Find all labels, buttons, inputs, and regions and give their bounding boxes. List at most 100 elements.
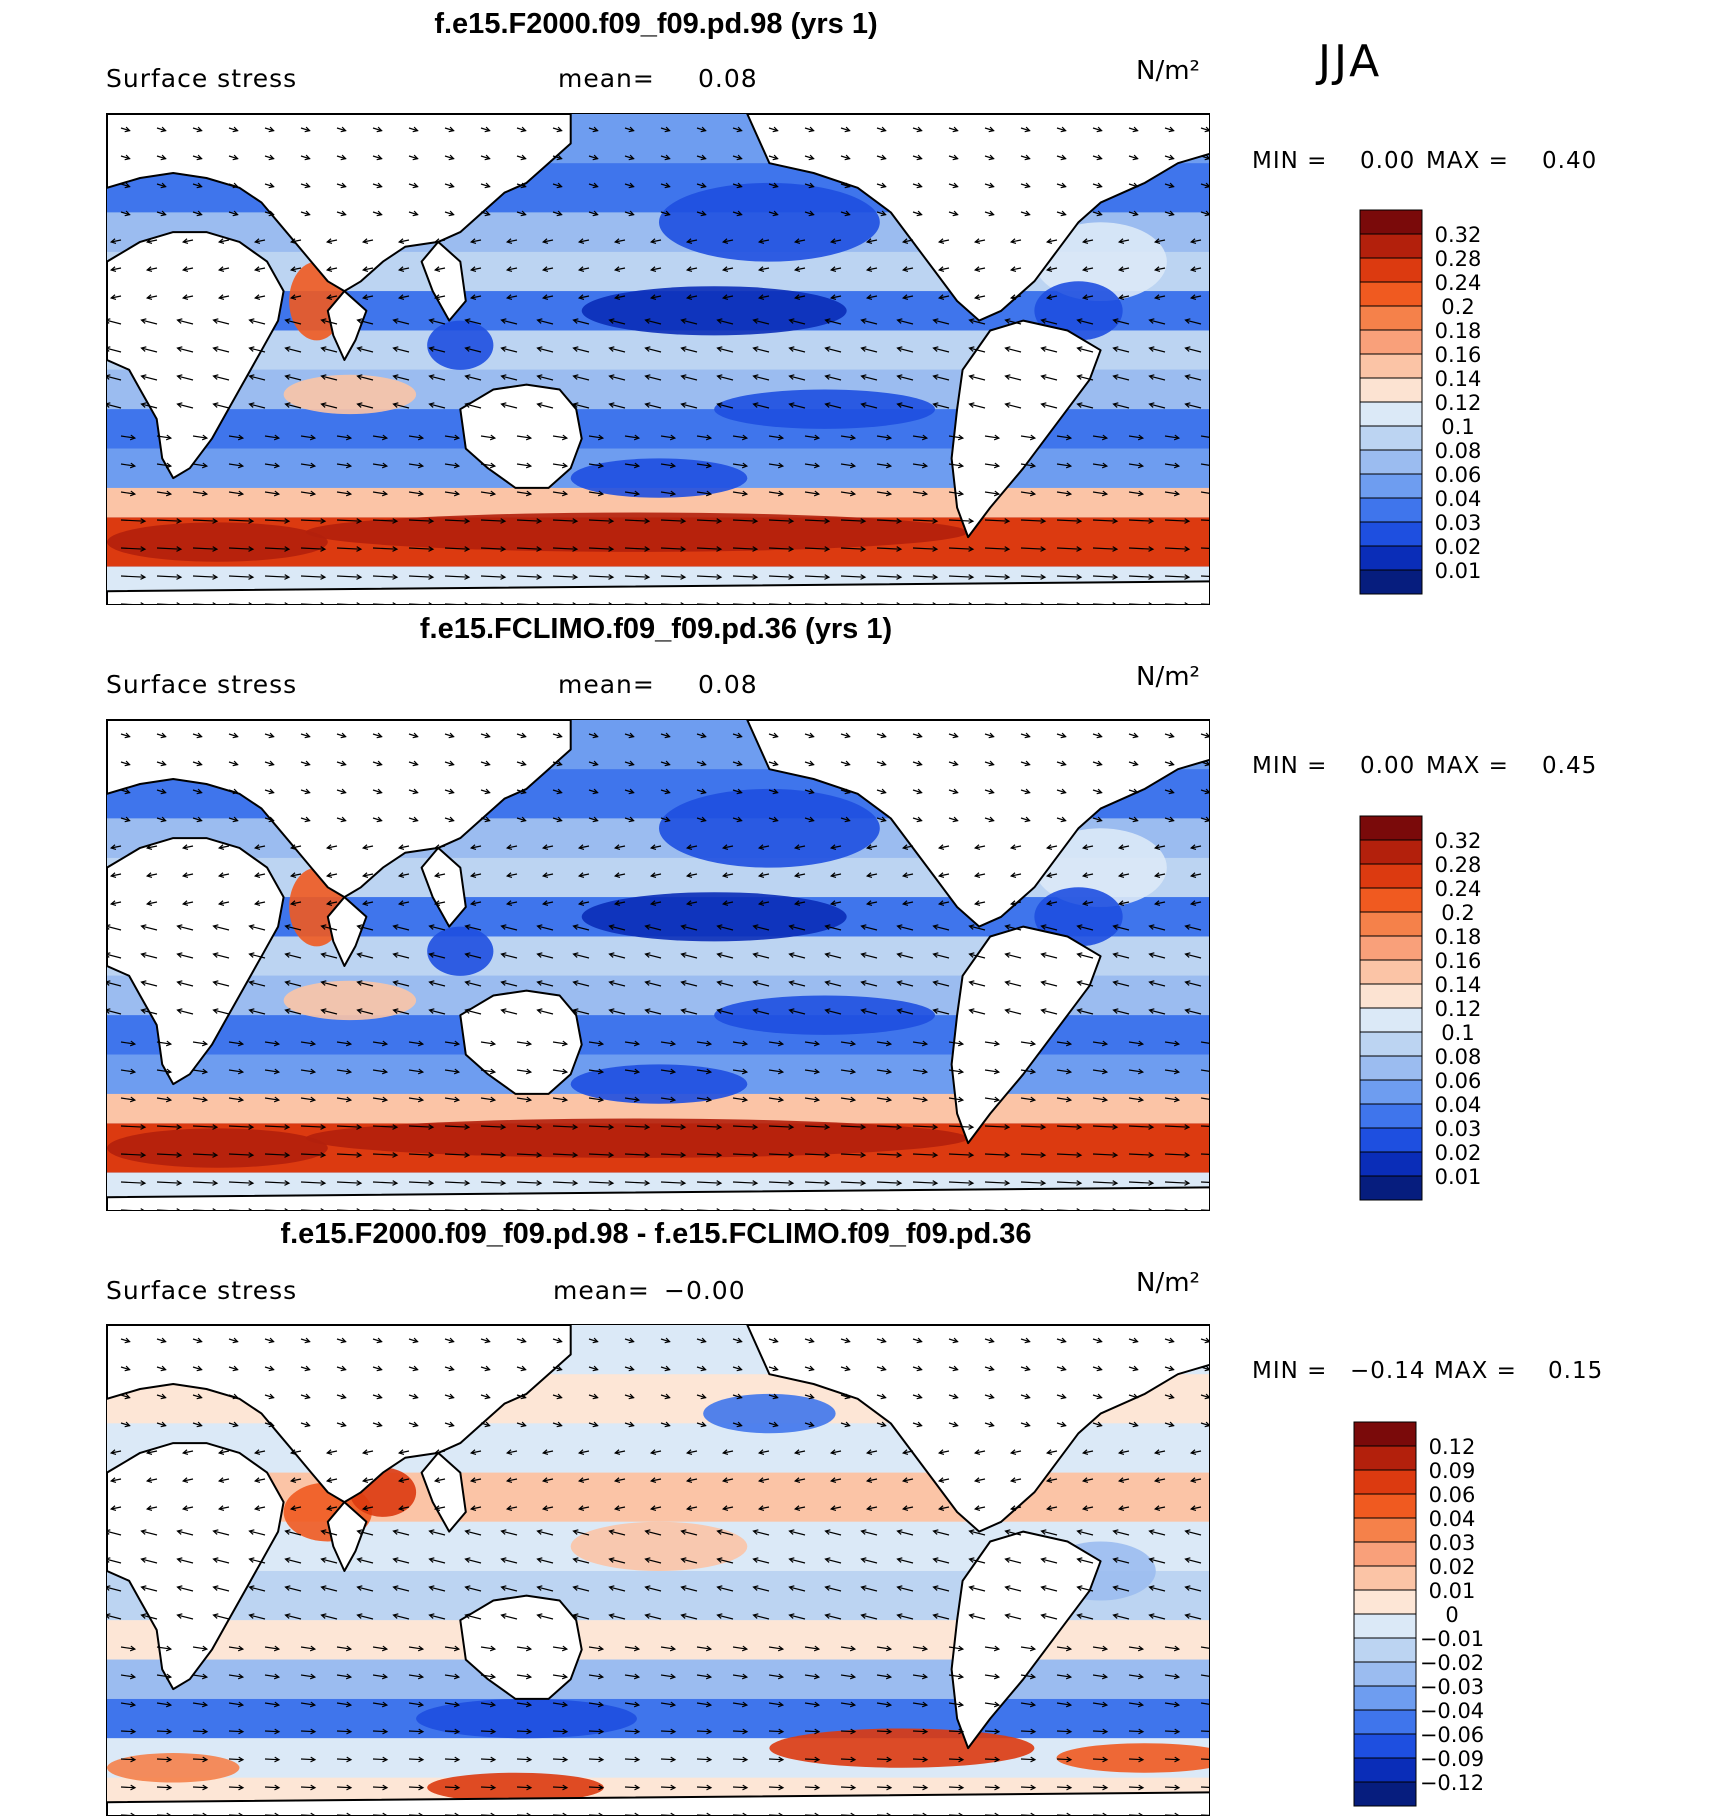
vector-arrow — [408, 1180, 435, 1186]
vector-arrow — [228, 1040, 245, 1047]
vector-arrow — [1004, 1613, 1022, 1620]
vector-arrow — [577, 1449, 590, 1456]
vector-arrow — [1200, 1758, 1209, 1761]
vector-arrow — [757, 844, 770, 851]
colorbar-swatch — [1359, 815, 1423, 841]
vector-arrow — [140, 318, 158, 325]
vector-arrow — [408, 210, 419, 217]
vector-arrow — [805, 602, 829, 604]
vector-arrow — [481, 602, 505, 604]
vector-arrow — [901, 844, 914, 851]
colorbar-tick-label: 0.04 — [1435, 487, 1482, 511]
vector-arrow — [1004, 318, 1022, 325]
vector-arrow — [444, 1337, 455, 1344]
contour-blob — [283, 374, 417, 415]
vector-arrow — [372, 1124, 399, 1130]
vector-arrow — [1092, 434, 1109, 441]
vector-arrow — [877, 1208, 901, 1210]
vector-arrow — [624, 732, 635, 739]
vector-arrow — [984, 126, 995, 133]
vector-arrow — [1148, 318, 1166, 325]
vector-arrow — [444, 210, 455, 217]
vector-arrow — [721, 294, 734, 301]
vector-arrow — [1056, 1728, 1073, 1735]
vector-arrow — [264, 1673, 281, 1680]
vector-arrow — [337, 1208, 361, 1210]
vector-arrow — [212, 980, 230, 987]
vector-arrow — [192, 1421, 203, 1428]
vector-arrow — [732, 1180, 759, 1186]
vector-arrow — [644, 374, 662, 381]
panel-1-mean-value: 0.08 — [698, 64, 758, 93]
vector-arrow — [516, 490, 533, 497]
vector-arrow — [552, 732, 563, 739]
vector-arrow — [1056, 490, 1073, 497]
vector-arrow — [788, 402, 806, 409]
vector-arrow — [1045, 1449, 1058, 1456]
vector-arrow — [1128, 732, 1139, 739]
panel-2-title: f.e15.FCLIMO.f09_f09.pd.36 (yrs 1) — [419, 613, 893, 645]
vector-arrow — [913, 1812, 927, 1815]
vector-arrow — [109, 266, 122, 273]
vector-arrow — [804, 462, 821, 469]
vector-arrow — [912, 1124, 939, 1130]
vector-arrow — [768, 1421, 779, 1428]
vector-arrow — [804, 1096, 821, 1103]
vector-arrow — [408, 760, 419, 767]
vector-arrow — [716, 980, 734, 987]
vector-arrow — [433, 900, 446, 907]
vector-arrow — [361, 872, 374, 879]
colorbar-swatch — [1359, 473, 1423, 499]
colorbar-tick-label: 0.12 — [1429, 1435, 1476, 1459]
vector-arrow — [464, 924, 482, 931]
vector-arrow — [217, 1449, 230, 1456]
vector-arrow — [320, 346, 338, 353]
vector-arrow — [392, 980, 410, 987]
vector-arrow — [984, 760, 995, 767]
vector-arrow — [156, 732, 167, 739]
vector-arrow — [649, 238, 662, 245]
vector-arrow — [176, 318, 194, 325]
vector-arrow — [300, 1365, 311, 1372]
vector-arrow — [793, 844, 806, 851]
vector-arrow — [912, 574, 939, 580]
vector-arrow — [644, 1613, 662, 1620]
vector-arrow — [372, 154, 383, 161]
vector-arrow — [428, 402, 446, 409]
vector-arrow — [301, 1812, 315, 1815]
vector-arrow — [824, 1613, 842, 1620]
vector-arrow — [156, 434, 173, 441]
vector-arrow — [392, 924, 410, 931]
vector-arrow — [433, 844, 446, 851]
vector-arrow — [1200, 732, 1209, 739]
vector-arrow — [732, 210, 743, 217]
vector-arrow — [480, 1365, 491, 1372]
vector-arrow — [228, 1365, 239, 1372]
vector-arrow — [228, 760, 239, 767]
vector-arrow — [721, 238, 734, 245]
vector-arrow — [253, 1477, 266, 1484]
vector-arrow — [140, 1529, 158, 1536]
vector-arrow — [697, 1208, 721, 1210]
vector-arrow — [649, 1449, 662, 1456]
vector-arrow — [480, 182, 491, 189]
vector-arrow — [860, 980, 878, 987]
vector-arrow — [1009, 844, 1022, 851]
vector-arrow — [804, 182, 815, 189]
vector-arrow — [877, 602, 901, 604]
vector-arrow — [444, 1421, 455, 1428]
vector-arrow — [408, 732, 419, 739]
vector-arrow — [732, 1784, 749, 1791]
vector-arrow — [109, 872, 122, 879]
vector-arrow — [732, 574, 759, 580]
vector-arrow — [516, 816, 527, 823]
vector-arrow — [948, 1393, 959, 1400]
vector-arrow — [732, 1756, 749, 1763]
vector-arrow — [300, 182, 311, 189]
vector-arrow — [372, 518, 399, 524]
vector-arrow — [325, 900, 338, 907]
vector-arrow — [228, 1180, 255, 1186]
vector-arrow — [680, 924, 698, 931]
vector-arrow — [356, 980, 374, 987]
vector-arrow — [1092, 1124, 1119, 1130]
